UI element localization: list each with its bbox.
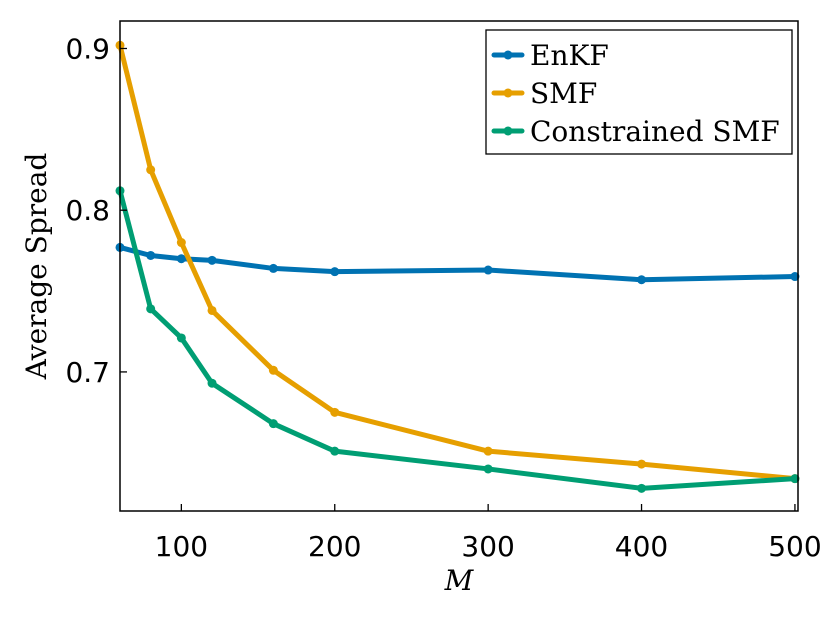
x-tick-label: 100 <box>155 530 208 563</box>
data-point-constrained-smf <box>330 446 340 456</box>
data-point-enkf <box>483 265 493 275</box>
y-tick-label: 0.8 <box>65 194 110 227</box>
legend-item-constrained-smf: Constrained SMF <box>491 115 780 148</box>
legend: EnKF SMF Constrained SMF <box>485 29 793 155</box>
data-point-enkf <box>330 267 340 277</box>
axes-layer: 100 200 300 400 500 0.7 0.8 0.9 M Average Spread <box>20 20 822 597</box>
legend-swatch-marker <box>503 50 513 60</box>
data-point-smf <box>146 165 156 175</box>
y-tick-label: 0.7 <box>65 356 110 389</box>
series-enkf <box>115 242 800 285</box>
x-tick-label: 300 <box>461 530 514 563</box>
data-point-enkf <box>146 250 156 260</box>
legend-swatch-marker <box>503 88 513 98</box>
legend-box <box>485 29 793 155</box>
legend-label: EnKF <box>530 39 609 72</box>
legend-swatch-marker <box>503 126 513 136</box>
x-axis-label: M <box>444 564 475 597</box>
data-point-smf <box>207 305 217 315</box>
data-point-smf <box>330 407 340 417</box>
x-tick-label: 400 <box>615 530 668 563</box>
data-point-enkf <box>268 263 278 273</box>
series-constrained-smf <box>115 186 800 493</box>
data-point-constrained-smf <box>176 333 186 343</box>
data-point-smf <box>637 459 647 469</box>
legend-label: Constrained SMF <box>530 115 780 148</box>
data-point-constrained-smf <box>207 378 217 388</box>
legend-item-smf: SMF <box>491 77 597 110</box>
y-axis-label: Average Spread <box>20 153 53 381</box>
x-tick-label: 500 <box>768 530 821 563</box>
data-point-constrained-smf <box>268 419 278 429</box>
data-point-smf <box>176 238 186 248</box>
data-point-smf <box>268 365 278 375</box>
data-point-constrained-smf <box>146 304 156 314</box>
series-smf <box>115 40 800 484</box>
legend-item-enkf: EnKF <box>491 39 609 72</box>
data-point-enkf <box>637 275 647 285</box>
data-point-enkf <box>176 254 186 264</box>
data-point-smf <box>483 446 493 456</box>
series-layer <box>115 40 800 493</box>
y-tick-label: 0.9 <box>65 32 110 65</box>
x-tick-label: 200 <box>308 530 361 563</box>
data-point-constrained-smf <box>637 483 647 493</box>
data-point-enkf <box>790 272 800 282</box>
legend-label: SMF <box>530 77 597 110</box>
data-point-constrained-smf <box>790 474 800 484</box>
data-point-constrained-smf <box>483 464 493 474</box>
data-point-enkf <box>207 255 217 265</box>
plot-frame <box>119 20 799 512</box>
